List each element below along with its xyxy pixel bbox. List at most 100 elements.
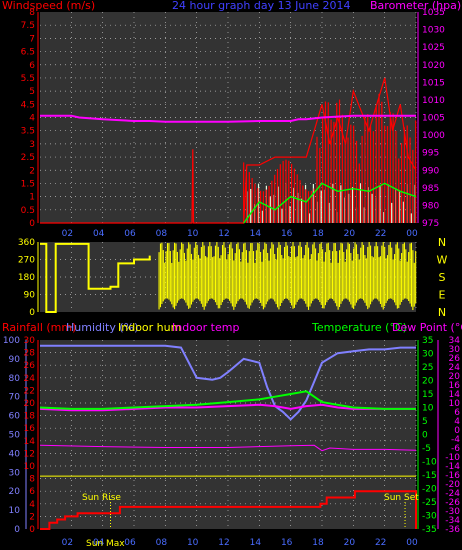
wind-axis-title: Windspeed (m/s) [2, 0, 95, 12]
wind-tick-label: 6.5 [21, 48, 35, 58]
bot-xtick: 14 [250, 538, 262, 548]
top-xtick: 16 [281, 229, 293, 239]
compass-label: W [437, 254, 448, 267]
bot-xtick: 08 [156, 538, 168, 548]
rain-tick-label: 30 [24, 336, 36, 346]
dew-tick-label: 6 [454, 408, 460, 418]
temp-tick-label: -35 [422, 525, 437, 535]
baro-series-line [40, 114, 416, 123]
compass-label: E [439, 289, 446, 302]
dir-tick-label: 0 [29, 308, 35, 318]
dew-tick-label: 14 [449, 390, 461, 400]
rain-tick-label: 28 [24, 349, 36, 359]
dew-tick-label: 4 [454, 417, 460, 427]
dew-tick-label: -10 [445, 453, 460, 463]
bot-xtick: 20 [344, 538, 356, 548]
baro-tick-label: 990 [422, 166, 439, 176]
humidity-line [40, 344, 416, 421]
dew-tick-label: 16 [449, 381, 461, 391]
dew-tick-label: -4 [451, 435, 460, 445]
wind-tick-label: 2.5 [21, 153, 35, 163]
humidity-tick-label: 40 [9, 449, 21, 459]
top-xtick: 20 [344, 229, 356, 239]
bot-xtick: 02 [62, 538, 73, 548]
top-xtick: 22 [375, 229, 386, 239]
humidity-tick-label: 70 [9, 393, 21, 403]
dew-tick-label: 34 [449, 336, 461, 346]
temp-tick-label: 30 [422, 350, 434, 360]
bot-xtick: 00 [406, 538, 418, 548]
temp-tick-label: 5 [422, 417, 428, 427]
rain-tick-label: 0 [29, 525, 35, 535]
rain-tick-label: 2 [29, 512, 35, 522]
temp-axis-title: Temperature (°C) [311, 321, 407, 334]
bot-xtick: 12 [218, 538, 229, 548]
humidity-tick-label: 100 [3, 336, 20, 346]
baro-tick-label: 1035 [422, 8, 445, 18]
rain-tick-label: 8 [29, 475, 35, 485]
wind-tick-label: 2 [29, 166, 35, 176]
indoor-hum-title: Indoor hum [118, 321, 181, 334]
rain-tick-label: 24 [24, 374, 36, 384]
top-xtick: 00 [406, 229, 418, 239]
dew-tick-label: 20 [449, 372, 461, 382]
wind-tick-label: 1.5 [21, 179, 35, 189]
sunrise-overlap-label: Sun Max [86, 539, 125, 549]
humidity-tick-label: 80 [9, 374, 21, 384]
dew-axis-title: Dew Point (°C) [392, 321, 462, 334]
wind-tick-label: 4 [29, 114, 35, 124]
wind-series-line [40, 77, 417, 224]
top-xtick: 04 [93, 229, 105, 239]
temp-tick-label: 25 [422, 363, 433, 373]
baro-tick-label: 975 [422, 219, 439, 229]
rain-tick-label: 16 [24, 424, 36, 434]
indoor-temp-line [39, 444, 417, 452]
dew-tick-label: -26 [445, 498, 460, 508]
humidity-tick-label: 0 [14, 525, 20, 535]
temp-tick-label: 0 [422, 431, 428, 441]
bot-xtick: 22 [375, 538, 386, 548]
wind-tick-label: 7.5 [21, 21, 35, 31]
temp-tick-label: -5 [422, 444, 431, 454]
humidity-tick-label: 50 [9, 431, 21, 441]
dew-tick-label: 30 [449, 345, 461, 355]
dew-tick-label: -20 [445, 480, 460, 490]
top-xtick: 18 [312, 229, 324, 239]
baro-tick-label: 1015 [422, 78, 445, 88]
baro-tick-label: 985 [422, 184, 439, 194]
rain-tick-label: 18 [24, 412, 36, 422]
temp-tick-label: 20 [422, 377, 434, 387]
rain-tick-label: 22 [24, 386, 35, 396]
temp-tick-label: -30 [422, 512, 437, 522]
humidity-axis-title: Humidity (%) [66, 321, 138, 334]
dew-tick-label: -30 [445, 507, 460, 517]
compass-label: S [439, 271, 446, 284]
wind-tick-label: 8 [29, 8, 35, 18]
rain-tick-label: 10 [24, 462, 36, 472]
sunset-label: Sun Set [384, 493, 419, 503]
gust-series-line [243, 182, 417, 224]
sunrise-label: Sun Rise [82, 493, 121, 503]
wind-tick-label: 7 [29, 34, 35, 44]
dewpoint-line [39, 403, 416, 412]
compass-label: N [438, 306, 446, 319]
indoor-temp-title: Indoor temp [172, 321, 239, 334]
wind-tick-label: 3.5 [21, 127, 35, 137]
bot-xtick: 16 [281, 538, 293, 548]
wind-tick-label: 0 [29, 219, 35, 229]
top-xtick: 14 [250, 229, 262, 239]
baro-tick-label: 1030 [422, 26, 445, 36]
humidity-tick-label: 60 [9, 412, 21, 422]
temp-tick-label: -15 [422, 471, 437, 481]
top-xtick: 08 [156, 229, 168, 239]
humidity-tick-label: 90 [9, 355, 21, 365]
bot-xtick: 06 [124, 538, 136, 548]
dir-tick-label: 90 [24, 291, 36, 301]
dew-tick-label: 26 [449, 354, 461, 364]
dew-tick-label: 0 [454, 426, 460, 436]
temp-tick-label: -25 [422, 498, 437, 508]
wind-tick-label: 0.5 [21, 206, 35, 216]
dew-tick-label: -6 [451, 444, 460, 454]
